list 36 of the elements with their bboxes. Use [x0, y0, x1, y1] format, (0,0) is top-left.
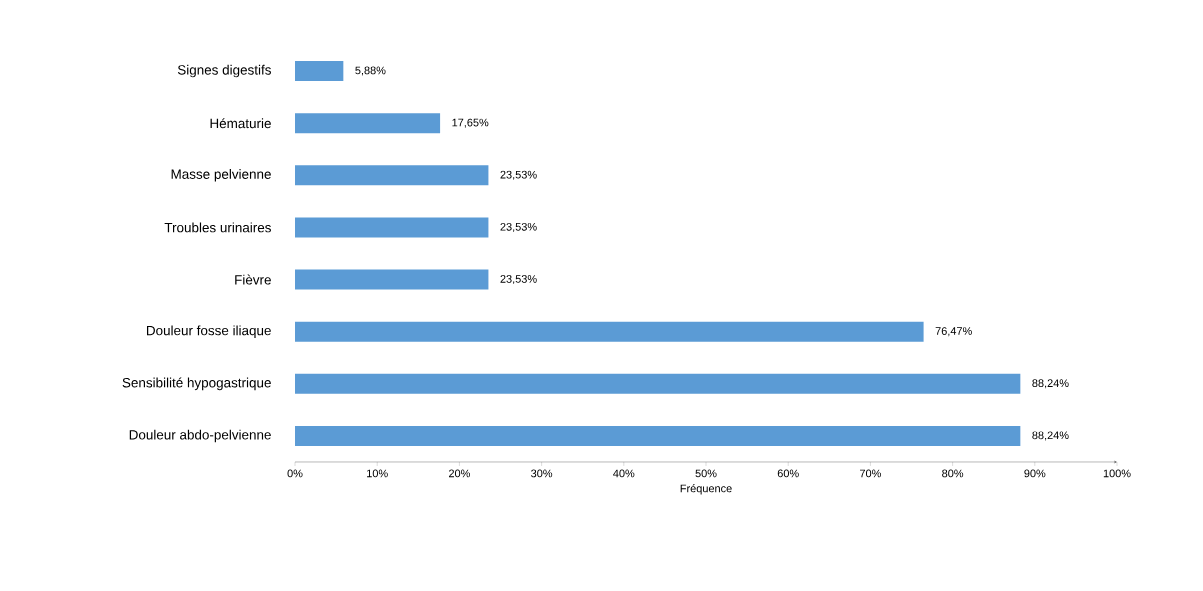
data-label: 88,24% [1032, 431, 1069, 441]
y-tick-label: Troubles urinaires [164, 222, 271, 233]
y-tick-label: Fièvre [235, 274, 271, 285]
x-tick-label: 0% [287, 469, 303, 478]
bar [295, 217, 489, 238]
x-axis-title: Fréquence [680, 484, 732, 495]
bar [295, 321, 924, 342]
y-tick-label: Sensibilité hypogastrique [122, 377, 271, 391]
x-tick-label: 10% [367, 469, 388, 478]
x-tick-label: 90% [1024, 469, 1046, 478]
x-tick-label: 60% [777, 469, 799, 478]
x-tick-label: 70% [860, 469, 881, 478]
y-tick-label: Douleur fosse iliaque [146, 325, 271, 338]
y-tick-label: Hématurie [210, 118, 271, 129]
data-label: 23,53% [500, 170, 537, 180]
data-label: 23,53% [500, 275, 537, 285]
x-tick-label: 50% [695, 469, 717, 478]
x-tick-label: 80% [942, 469, 964, 478]
x-tick-label: 30% [531, 469, 553, 478]
bar [295, 425, 1021, 446]
x-tick-label: 40% [613, 469, 635, 478]
bar [295, 269, 489, 290]
bar [295, 165, 489, 186]
data-label: 5,88% [355, 66, 386, 76]
y-tick-label: Signes digestifs [177, 64, 271, 78]
y-tick-label: Masse pelvienne [171, 169, 271, 182]
bar [295, 113, 441, 134]
y-tick-label: Douleur abdo-pelvienne [129, 429, 271, 443]
bar [295, 373, 1021, 394]
data-label: 23,53% [500, 222, 537, 232]
data-label: 76,47% [935, 327, 972, 337]
x-tick-label: 100% [1103, 469, 1131, 478]
bar [295, 61, 344, 82]
data-label: 88,24% [1032, 379, 1069, 389]
data-label: 17,65% [452, 118, 489, 128]
x-tick-label: 20% [448, 469, 470, 478]
